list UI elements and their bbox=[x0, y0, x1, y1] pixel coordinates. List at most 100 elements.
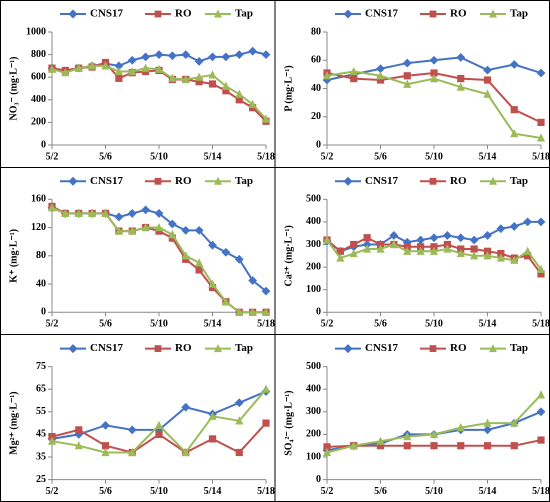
legend-label: RO bbox=[450, 342, 467, 354]
marker bbox=[221, 52, 231, 62]
marker bbox=[536, 264, 546, 273]
y-tick-label: 75 bbox=[36, 361, 46, 372]
x-tick-label: 5/2 bbox=[46, 151, 59, 162]
marker bbox=[235, 307, 244, 316]
x-tick-label: 5/10 bbox=[150, 486, 168, 497]
x-tick-label: 5/6 bbox=[99, 319, 112, 330]
marker bbox=[376, 442, 385, 450]
y-tick-label: 40 bbox=[311, 83, 321, 94]
y-tick-label: 25 bbox=[36, 474, 46, 485]
y-tick-label: 80 bbox=[311, 26, 321, 37]
marker bbox=[222, 87, 230, 95]
marker bbox=[114, 61, 124, 71]
marker bbox=[114, 212, 124, 222]
legend-marker bbox=[429, 177, 437, 185]
x-tick-label: 5/10 bbox=[425, 151, 443, 162]
legend-marker bbox=[343, 176, 353, 186]
marker bbox=[168, 230, 177, 239]
x-tick-label: 5/10 bbox=[425, 486, 443, 497]
marker bbox=[208, 411, 217, 420]
legend-marker bbox=[343, 9, 353, 19]
y-axis-label: K⁺ (mg·L⁻¹) bbox=[8, 229, 19, 283]
marker bbox=[483, 89, 492, 98]
legend-marker bbox=[489, 344, 497, 353]
x-tick-label: 5/18 bbox=[257, 486, 275, 497]
marker bbox=[350, 75, 358, 83]
x-tick-label: 5/2 bbox=[321, 151, 334, 162]
marker bbox=[429, 74, 439, 83]
marker bbox=[470, 251, 479, 260]
marker bbox=[181, 447, 190, 457]
marker bbox=[234, 254, 244, 264]
marker bbox=[128, 226, 137, 235]
y-tick-label: 100 bbox=[306, 284, 321, 295]
x-tick-label: 5/2 bbox=[46, 319, 59, 330]
marker bbox=[456, 233, 466, 243]
marker bbox=[456, 82, 465, 91]
y-tick-label: 65 bbox=[36, 383, 46, 394]
marker bbox=[537, 436, 545, 444]
marker bbox=[336, 247, 344, 255]
marker bbox=[261, 114, 271, 123]
marker bbox=[402, 58, 412, 68]
y-tick-label: 20 bbox=[311, 111, 321, 122]
y-tick-label: 0 bbox=[41, 139, 46, 150]
marker bbox=[363, 244, 372, 253]
marker bbox=[402, 237, 412, 247]
y-tick-label: 100 bbox=[306, 451, 321, 462]
marker bbox=[523, 246, 532, 255]
y-tick-label: 300 bbox=[306, 239, 321, 250]
marker bbox=[194, 225, 204, 235]
marker bbox=[322, 75, 332, 85]
legend-label: CNS17 bbox=[365, 175, 399, 187]
y-tick-label: 0 bbox=[316, 139, 321, 150]
marker bbox=[114, 66, 123, 76]
marker bbox=[127, 55, 137, 65]
marker bbox=[483, 65, 492, 75]
marker bbox=[403, 72, 411, 80]
y-tick-label: 400 bbox=[306, 383, 321, 394]
marker bbox=[208, 80, 217, 88]
legend-marker bbox=[429, 345, 437, 352]
marker bbox=[141, 222, 150, 232]
marker bbox=[496, 253, 505, 262]
legend-label: RO bbox=[450, 8, 467, 20]
legend-marker bbox=[489, 9, 497, 18]
marker bbox=[101, 420, 110, 430]
marker bbox=[536, 133, 546, 142]
marker bbox=[322, 447, 332, 457]
marker bbox=[403, 79, 412, 88]
y-axis-label: NO₃⁻ (mg·L⁻¹) bbox=[8, 56, 19, 120]
y-tick-label: 120 bbox=[31, 222, 46, 233]
legend-marker bbox=[154, 345, 162, 352]
x-tick-label: 5/2 bbox=[46, 486, 59, 497]
marker bbox=[509, 60, 519, 69]
marker bbox=[221, 247, 231, 257]
legend-label: CNS17 bbox=[90, 175, 124, 187]
marker bbox=[376, 436, 385, 445]
marker bbox=[261, 50, 271, 59]
marker bbox=[509, 222, 519, 231]
x-tick-label: 5/14 bbox=[479, 151, 497, 162]
marker bbox=[456, 423, 465, 432]
x-tick-label: 5/6 bbox=[99, 151, 112, 162]
x-tick-label: 5/6 bbox=[374, 319, 387, 330]
legend-marker bbox=[154, 177, 162, 185]
marker bbox=[483, 425, 492, 435]
x-tick-label: 5/18 bbox=[532, 151, 550, 162]
marker bbox=[167, 219, 177, 229]
x-tick-label: 5/14 bbox=[204, 486, 222, 497]
marker bbox=[128, 66, 137, 76]
marker bbox=[154, 420, 164, 429]
marker bbox=[536, 68, 546, 78]
x-tick-label: 5/18 bbox=[257, 151, 275, 162]
marker bbox=[430, 442, 438, 450]
marker bbox=[74, 441, 83, 450]
marker bbox=[322, 235, 332, 244]
marker bbox=[61, 208, 70, 218]
x-tick-label: 5/14 bbox=[204, 319, 222, 330]
y-tick-label: 500 bbox=[306, 361, 321, 372]
y-tick-label: 1000 bbox=[26, 26, 46, 37]
y-tick-label: 45 bbox=[36, 429, 46, 440]
marker bbox=[154, 222, 164, 232]
